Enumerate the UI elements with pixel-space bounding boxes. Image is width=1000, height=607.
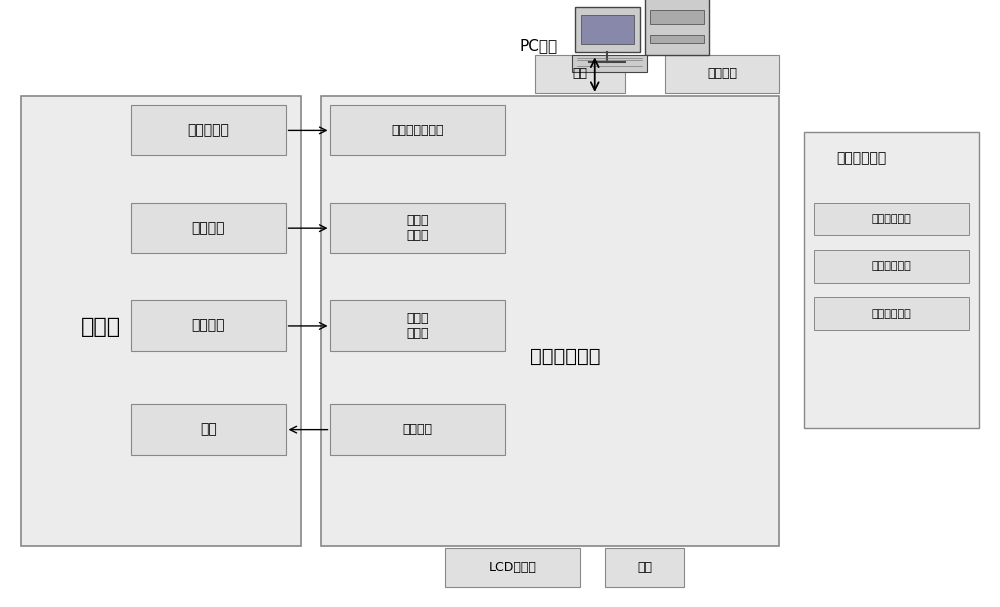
Bar bbox=[650, 35, 704, 43]
Bar bbox=[650, 10, 704, 24]
Bar bbox=[320, 96, 779, 546]
Bar bbox=[814, 250, 969, 283]
Text: 测速电机: 测速电机 bbox=[192, 221, 225, 235]
Text: 电机座: 电机座 bbox=[81, 317, 121, 337]
Text: PC电脑: PC电脑 bbox=[520, 38, 558, 53]
Bar bbox=[814, 203, 969, 236]
Text: 速度反馈信号: 速度反馈信号 bbox=[872, 262, 911, 271]
Bar bbox=[575, 7, 640, 52]
Bar bbox=[330, 300, 505, 351]
Text: 电机: 电机 bbox=[200, 422, 217, 436]
Bar bbox=[804, 132, 979, 428]
Text: 电源输入: 电源输入 bbox=[707, 67, 737, 80]
Text: 光电编码器接口: 光电编码器接口 bbox=[391, 124, 444, 137]
Bar bbox=[330, 105, 505, 155]
Text: 电机接口: 电机接口 bbox=[403, 423, 433, 436]
Bar bbox=[131, 300, 286, 351]
Bar bbox=[645, 0, 709, 55]
Text: 智能驱动组件: 智能驱动组件 bbox=[530, 347, 600, 366]
Text: 电机控制信号: 电机控制信号 bbox=[872, 214, 911, 224]
Bar bbox=[605, 548, 684, 586]
Text: 光电开关: 光电开关 bbox=[192, 319, 225, 333]
Bar bbox=[131, 105, 286, 155]
Bar bbox=[21, 96, 301, 546]
Text: 控制信号接口: 控制信号接口 bbox=[836, 151, 886, 165]
Bar bbox=[535, 55, 625, 93]
Text: 测速电
机接口: 测速电 机接口 bbox=[406, 214, 429, 242]
Bar bbox=[330, 404, 505, 455]
Bar bbox=[665, 55, 779, 93]
Bar bbox=[445, 548, 580, 586]
Text: LCD显示屏: LCD显示屏 bbox=[489, 561, 536, 574]
Text: 网口: 网口 bbox=[572, 67, 587, 80]
Bar bbox=[330, 203, 505, 253]
Bar bbox=[572, 55, 647, 72]
Bar bbox=[131, 203, 286, 253]
Text: 光电开
关接口: 光电开 关接口 bbox=[406, 311, 429, 340]
Text: 光电编码器: 光电编码器 bbox=[187, 123, 229, 137]
Bar bbox=[581, 15, 634, 44]
Bar bbox=[131, 404, 286, 455]
Text: 位置反馈信号: 位置反馈信号 bbox=[872, 309, 911, 319]
Bar bbox=[814, 297, 969, 330]
Text: 按键: 按键 bbox=[637, 561, 652, 574]
